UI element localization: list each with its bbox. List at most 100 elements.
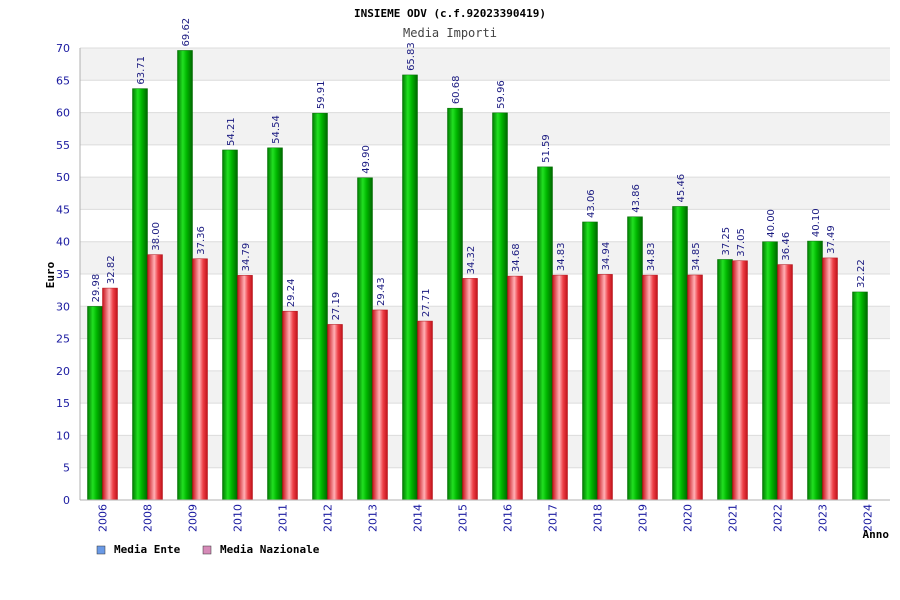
y-tick-label: 45 (56, 203, 70, 216)
axes (79, 48, 890, 501)
y-tick-label: 25 (56, 333, 70, 346)
bar-media-ente-2017 (537, 166, 553, 501)
y-tick-label: 70 (56, 42, 70, 55)
plot-band (80, 48, 890, 81)
legend-swatch-media-ente (96, 545, 106, 555)
plot-band (80, 144, 890, 178)
bar-media-ente-2019 (627, 216, 643, 501)
value-label: 37.25 (721, 227, 732, 256)
y-tick-label: 60 (56, 107, 70, 120)
value-label: 34.83 (646, 242, 657, 271)
value-label: 34.94 (601, 242, 612, 271)
value-label: 54.21 (226, 117, 237, 146)
plot-band (80, 435, 890, 468)
value-label: 43.86 (631, 184, 642, 213)
value-label: 69.62 (181, 18, 192, 47)
bar-media-nazionale-2011 (282, 310, 298, 501)
x-tick-label: 2024 (862, 504, 875, 532)
value-label: 37.05 (736, 228, 747, 257)
value-labels: 29.98 32.82 63.71 38.00 69.62 37.36 54.21 34.79… (91, 18, 867, 321)
chart-subtitle: Media Importi (403, 26, 497, 40)
bar-media-ente-2021 (717, 259, 733, 501)
y-tick-label: 50 (56, 171, 70, 184)
x-tick-label: 2020 (682, 504, 695, 532)
value-label: 29.43 (376, 277, 387, 306)
bar-media-ente-2006 (87, 306, 103, 501)
bar-media-nazionale-2017 (552, 274, 568, 501)
value-label: 54.54 (271, 115, 282, 144)
bar-media-nazionale-2018 (597, 274, 613, 501)
legend-label-media-ente: Media Ente (114, 543, 181, 556)
plot-band (80, 306, 890, 339)
bar-media-nazionale-2009 (192, 258, 208, 501)
y-tick-label: 20 (56, 365, 70, 378)
bar-media-ente-2023 (807, 240, 823, 501)
x-tick-label: 2016 (502, 504, 515, 532)
bar-media-ente-2015 (447, 107, 463, 501)
bar-media-ente-2020 (672, 206, 688, 501)
bar-media-ente-2014 (402, 74, 418, 501)
value-label: 38.00 (151, 222, 162, 251)
x-axis-label: Anno (863, 528, 890, 541)
bar-media-ente-2009 (177, 50, 193, 501)
bar-media-nazionale-2016 (507, 275, 523, 501)
value-label: 37.49 (826, 225, 837, 254)
plot-band (80, 338, 890, 371)
value-label: 59.91 (316, 81, 327, 110)
y-tick-label: 65 (56, 74, 70, 87)
value-label: 59.96 (496, 80, 507, 109)
bar-media-nazionale-2022 (777, 264, 793, 501)
plot-band (80, 112, 890, 145)
bar-media-ente-2016 (492, 112, 508, 501)
value-label: 34.79 (241, 243, 252, 272)
bar-media-nazionale-2023 (822, 257, 838, 501)
x-tick-label: 2011 (277, 504, 290, 532)
value-label: 43.06 (586, 189, 597, 218)
legend: Media Ente Media Nazionale (96, 543, 320, 556)
value-label: 34.85 (691, 242, 702, 271)
x-tick-label: 2006 (97, 504, 110, 532)
bar-media-ente-2018 (582, 221, 598, 501)
legend-swatch-media-nazionale (202, 545, 212, 555)
x-tick-label: 2018 (592, 504, 605, 532)
value-label: 51.59 (541, 134, 552, 163)
value-label: 32.82 (106, 255, 117, 284)
x-tick-label: 2023 (817, 504, 830, 532)
value-label: 32.22 (856, 259, 867, 288)
value-label: 49.90 (361, 145, 372, 174)
value-label: 27.19 (331, 292, 342, 321)
x-tick-labels: 2006 2008 2009 2010 2011 2012 2013 2014 2015 2016… (97, 504, 875, 532)
y-tick-label: 35 (56, 268, 70, 281)
chart-title: INSIEME ODV (c.f.92023390419) (354, 7, 546, 20)
plot-band (80, 241, 890, 274)
bar-media-nazionale-2006 (102, 287, 118, 501)
bar-media-nazionale-2008 (147, 254, 163, 501)
x-tick-label: 2017 (547, 504, 560, 532)
bar-media-nazionale-2015 (462, 278, 478, 501)
x-tick-label: 2019 (637, 504, 650, 532)
y-tick-label: 15 (56, 397, 70, 410)
bar-media-ente-2012 (312, 112, 328, 501)
x-tick-label: 2008 (142, 504, 155, 532)
x-tick-label: 2013 (367, 504, 380, 532)
bar-media-ente-2024 (852, 291, 868, 501)
y-tick-label: 0 (63, 494, 70, 507)
x-tick-label: 2009 (187, 504, 200, 532)
value-label: 37.36 (196, 226, 207, 255)
bar-media-nazionale-2020 (687, 274, 703, 501)
bar-media-ente-2011 (267, 147, 283, 501)
value-label: 36.46 (781, 232, 792, 261)
gridlines (80, 47, 890, 501)
y-tick-label: 40 (56, 236, 70, 249)
x-tick-label: 2010 (232, 504, 245, 532)
value-label: 65.83 (406, 42, 417, 71)
bar-media-nazionale-2012 (327, 324, 343, 501)
bar-media-ente-2013 (357, 177, 373, 501)
bar-media-ente-2010 (222, 149, 238, 501)
x-tick-label: 2014 (412, 504, 425, 532)
value-label: 40.10 (811, 208, 822, 237)
plot-band (80, 274, 890, 307)
value-label: 27.71 (421, 288, 432, 317)
value-label: 29.98 (91, 274, 102, 303)
